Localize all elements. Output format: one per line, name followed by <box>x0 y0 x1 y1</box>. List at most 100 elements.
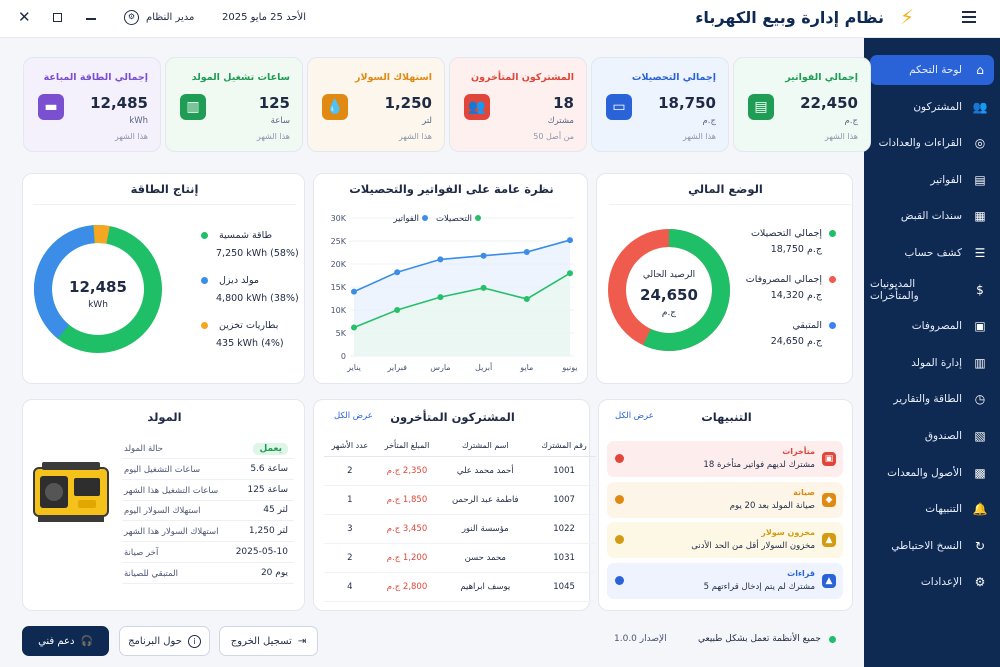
stat-unit: ج.م <box>844 116 858 126</box>
alert-desc: صيانة المولد بعد 20 يوم <box>729 500 815 511</box>
status-badge: يعمل <box>253 443 288 455</box>
sidebar-item-2[interactable]: ◎ القراءات والعدادات <box>870 128 994 158</box>
financial-legend-value: 18,750 ج.م <box>770 244 822 255</box>
assets-icon: ▩ <box>974 465 986 480</box>
sidebar-item-1[interactable]: 👥 المشتركون <box>870 92 994 122</box>
generator-value: 125 ساعة <box>247 484 288 495</box>
user-label[interactable]: مدير النظام <box>146 12 195 23</box>
late-cell: 1031 <box>532 543 596 573</box>
late-cell: 2 <box>324 543 376 573</box>
generator-value: 45 لتر <box>263 505 288 516</box>
minimize-icon[interactable] <box>86 18 96 20</box>
alert-chevron-icon <box>615 535 624 545</box>
gear-icon: ⚙ <box>974 575 986 590</box>
late-table: رقم المشترك اسم المشترك المبلغ المتأخر عدد … <box>324 436 596 602</box>
generator-row: 5.6 ساعة ساعات التشغيل اليوم <box>122 460 294 480</box>
system-status: جميع الأنظمة تعمل بشكل طبيعي <box>698 634 821 644</box>
data-point <box>351 324 357 331</box>
late-col-header: رقم المشترك <box>532 436 596 457</box>
invoice-icon: ▤ <box>974 172 986 187</box>
sidebar-item-3[interactable]: ▤ الفواتير <box>870 165 994 195</box>
stat-value: 22,450 <box>800 94 858 112</box>
alert-icon: ▲ <box>822 574 836 589</box>
sidebar-item-label: الأصول والمعدات <box>887 466 962 479</box>
about-button[interactable]: حول البرنامج i <box>119 626 210 656</box>
sidebar-item-6[interactable]: $ المديونيات والمتأخرات <box>870 275 994 305</box>
sidebar-item-0[interactable]: ⌂ لوحة التحكم <box>870 55 994 85</box>
legend-dot <box>829 230 836 237</box>
alerts-view-all[interactable]: عرض الكل <box>615 411 654 421</box>
sidebar-item-4[interactable]: ▦ سندات القبض <box>870 201 994 231</box>
stat-title: استهلاك السولار <box>355 72 432 83</box>
sidebar-item-label: المصروفات <box>911 320 962 333</box>
stat-title: المشتركون المتأخرون <box>471 72 574 83</box>
legend-dot <box>422 215 428 221</box>
balance-value: 24,650 <box>640 286 698 304</box>
late-cell: 2,350 ج.م <box>375 456 439 486</box>
sidebar-item-10[interactable]: ▧ الصندوق <box>870 421 994 451</box>
alert-chevron-icon <box>615 576 624 586</box>
alert-item[interactable]: ▲ مخزون سولار مخزون السولار أقل من الحد … <box>607 522 843 559</box>
legend-dot <box>201 277 208 284</box>
late-title: المشتركون المتأخرون <box>390 410 515 424</box>
financial-legend-value: 24,650 ج.م <box>770 336 822 347</box>
user-icon[interactable]: ⚙ <box>124 10 139 25</box>
data-point <box>394 307 401 313</box>
sidebar-item-label: كشف حساب <box>904 247 962 259</box>
logout-button[interactable]: تسجيل الخروج ⇥ <box>219 626 318 656</box>
sidebar-item-9[interactable]: ◷ الطاقة والتقارير <box>870 384 994 414</box>
balance-unit: ج.م <box>661 308 677 318</box>
alert-item[interactable]: ◆ صيانة صيانة المولد بعد 20 يوم <box>607 481 843 518</box>
sidebar-item-12[interactable]: 🔔 التنبيهات <box>870 494 994 524</box>
sidebar <box>864 38 1000 667</box>
late-cell: 3 <box>324 514 376 544</box>
x-tick-label: فبراير <box>386 363 407 372</box>
energy-legend-item: طاقة شمسية <box>201 230 272 241</box>
financial-card: الوضع المالي الرصيد الحالي 24,650 ج.م إج… <box>596 173 854 384</box>
generator-key: المتبقي للصيانة <box>124 568 178 579</box>
stat-card-0: إجمالي الفواتير 22,450 ج.م هذا الشهر ▤ <box>733 57 871 152</box>
x-tick-label: مايو <box>519 363 533 372</box>
sidebar-item-5[interactable]: ☰ كشف حساب <box>870 238 994 268</box>
stat-card-4: ساعات تشغيل المولد 125 ساعة هذا الشهر ▥ <box>165 57 303 152</box>
sidebar-item-13[interactable]: ↻ النسخ الاحتياطي <box>870 531 994 561</box>
wallet-icon: ▣ <box>974 319 986 334</box>
support-button[interactable]: دعم فني 🎧 <box>22 626 109 656</box>
sidebar-item-11[interactable]: ▩ الأصول والمعدات <box>870 458 994 488</box>
alert-item[interactable]: ▲ قراءات 5 مشترك لم يتم إدخال قراءتهم <box>607 563 843 600</box>
late-cell: 1 <box>324 485 376 515</box>
close-icon[interactable]: ✕ <box>18 8 31 26</box>
table-row[interactable]: 1001 أحمد محمد علي 2,350 ج.م 2 <box>324 456 596 486</box>
generator-value: 20 يوم <box>260 567 288 578</box>
late-cell: 1022 <box>532 514 596 544</box>
table-row[interactable]: 1007 فاطمة عبد الرحمن 1,850 ج.م 1 <box>324 485 596 515</box>
statement-icon: ☰ <box>974 246 986 260</box>
generator-key: آخر صيانة <box>124 548 159 558</box>
alert-icon: ▣ <box>822 452 836 466</box>
sidebar-item-14[interactable]: ⚙ الإعدادات <box>870 567 994 597</box>
y-tick-label: 30K <box>331 214 347 223</box>
table-row[interactable]: 1045 يوسف ابراهيم 2,800 ج.م 4 <box>324 572 596 602</box>
sidebar-item-7[interactable]: ▣ المصروفات <box>870 311 994 341</box>
series-area <box>354 273 570 356</box>
sidebar-item-8[interactable]: ▥ إدارة المولد <box>870 348 994 378</box>
late-view-all[interactable]: عرض الكل <box>334 411 373 421</box>
stat-card-3: استهلاك السولار 1,250 لتر هذا الشهر 💧 <box>307 57 445 152</box>
stat-card-5: إجمالي الطاقة المباعة 12,485 kWh هذا الش… <box>23 57 161 152</box>
stat-sub: هذا الشهر <box>256 132 290 141</box>
generator-key: حالة المولد <box>124 444 164 454</box>
table-row[interactable]: 1031 محمد حسن 1,200 ج.م 2 <box>324 543 596 573</box>
menu-icon[interactable] <box>962 11 976 23</box>
table-row[interactable]: 1022 مؤسسة النور 3,450 ج.م 3 <box>324 514 596 544</box>
alerts-title: التنبيهات <box>701 410 752 424</box>
legend-label: التحصيلات <box>436 214 472 224</box>
alert-item[interactable]: ▣ متأخرات 18 مشترك لديهم فواتير متأخرة <box>607 441 843 477</box>
maximize-icon[interactable] <box>53 13 62 22</box>
generator-key: ساعات التشغيل اليوم <box>124 464 201 475</box>
stat-unit: ساعة <box>270 116 290 126</box>
cashbox-icon: ▧ <box>974 429 986 443</box>
clock-icon: ◷ <box>974 392 986 407</box>
dollar-icon: $ <box>976 282 984 297</box>
headset-icon: 🎧 <box>80 635 93 647</box>
date-label: الأحد 25 مايو 2025 <box>222 12 306 23</box>
